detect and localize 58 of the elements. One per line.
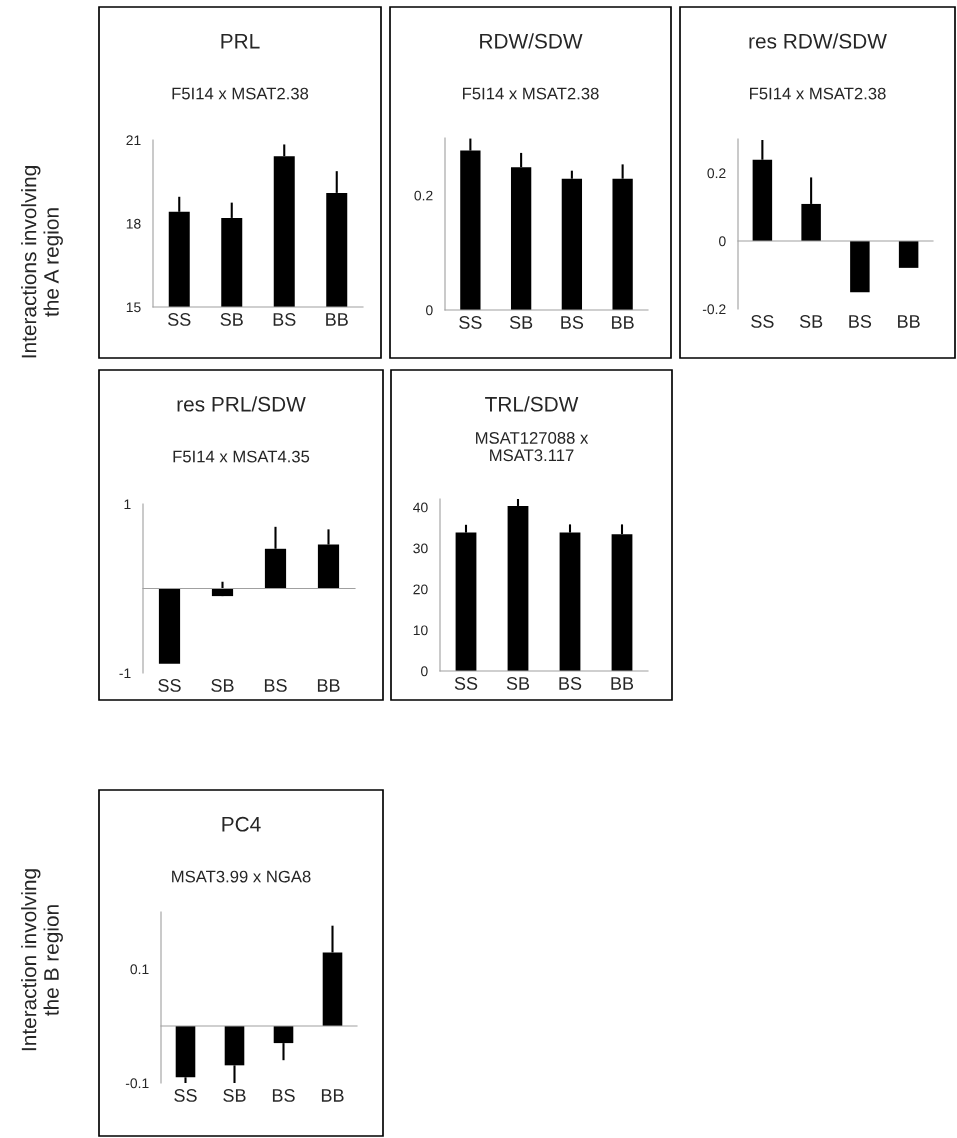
text: Interactions involving the A region bbox=[21, 166, 63, 358]
x-tick-label: BB bbox=[317, 679, 340, 692]
x-tick-label: SS bbox=[158, 679, 181, 692]
y-tick-label: 15 bbox=[126, 302, 141, 313]
y-tick-label: 21 bbox=[126, 135, 141, 146]
text: Interaction involving the B region bbox=[21, 869, 63, 1051]
x-tick-label: BB bbox=[321, 1089, 344, 1102]
x-tick-label: SB bbox=[506, 677, 530, 690]
x-tick-label: BS bbox=[849, 315, 872, 328]
bar bbox=[898, 241, 919, 268]
x-tick-label: BS bbox=[559, 677, 582, 690]
y-tick-label: 0 bbox=[426, 305, 433, 316]
x-tick-label: BB bbox=[612, 316, 634, 329]
chart-subtitle: F5I14 x MSAT2.38 bbox=[750, 87, 886, 100]
x-tick-label: SB bbox=[509, 316, 533, 329]
chart-subtitle: MSAT127088 x MSAT3.117 bbox=[476, 432, 589, 462]
chart-subtitle: MSAT3.99 x NGA8 bbox=[172, 870, 311, 883]
chart-subtitle: F5I14 x MSAT2.38 bbox=[463, 87, 599, 100]
y-tick-label: 30 bbox=[413, 543, 428, 554]
y-tick-label: 40 bbox=[413, 502, 428, 513]
bar bbox=[158, 588, 181, 664]
y-tick-label: 0 bbox=[421, 666, 428, 677]
x-tick-label: BS bbox=[273, 313, 296, 326]
y-tick-label: 18 bbox=[126, 218, 141, 229]
x-tick-label: SB bbox=[211, 679, 234, 692]
x-tick-label: SS bbox=[174, 1089, 197, 1102]
bar bbox=[850, 241, 870, 293]
chart-title: res RDW/SDW bbox=[749, 33, 887, 49]
y-tick-label: -0.1 bbox=[125, 1078, 149, 1089]
y-tick-label: 10 bbox=[413, 625, 428, 636]
x-tick-label: BB bbox=[898, 315, 920, 328]
chart-subtitle: F5I14 x MSAT2.38 bbox=[172, 87, 309, 100]
x-tick-label: SB bbox=[799, 315, 823, 328]
y-tick-label: 1 bbox=[124, 499, 131, 510]
x-tick-label: SS bbox=[454, 677, 478, 690]
chart-title: TRL/SDW bbox=[485, 396, 579, 412]
chart-title: res PRL/SDW bbox=[177, 396, 306, 412]
x-tick-label: BS bbox=[272, 1089, 295, 1102]
y-tick-label: 20 bbox=[413, 584, 428, 595]
x-tick-label: BB bbox=[611, 677, 634, 690]
x-tick-label: SS bbox=[751, 315, 774, 328]
x-tick-label: SB bbox=[220, 313, 243, 326]
x-tick-label: SS bbox=[459, 316, 482, 329]
y-tick-label: 0.2 bbox=[414, 190, 433, 201]
chart-title: PRL bbox=[221, 34, 260, 49]
x-tick-label: SS bbox=[168, 313, 191, 326]
y-tick-label: -0.2 bbox=[702, 304, 726, 315]
x-tick-label: BS bbox=[264, 679, 287, 692]
chart-subtitle: F5I14 x MSAT4.35 bbox=[173, 450, 310, 463]
y-tick-label: 0 bbox=[719, 236, 726, 247]
x-tick-label: BB bbox=[326, 313, 348, 326]
x-tick-label: BS bbox=[561, 316, 584, 329]
chart-title: RDW/SDW bbox=[480, 33, 583, 49]
chart-title: PC4 bbox=[222, 816, 261, 832]
y-tick-label: 0.1 bbox=[130, 964, 149, 975]
y-tick-label: 0.2 bbox=[707, 168, 726, 179]
y-tick-label: -1 bbox=[119, 668, 131, 679]
x-tick-label: SB bbox=[223, 1089, 246, 1102]
